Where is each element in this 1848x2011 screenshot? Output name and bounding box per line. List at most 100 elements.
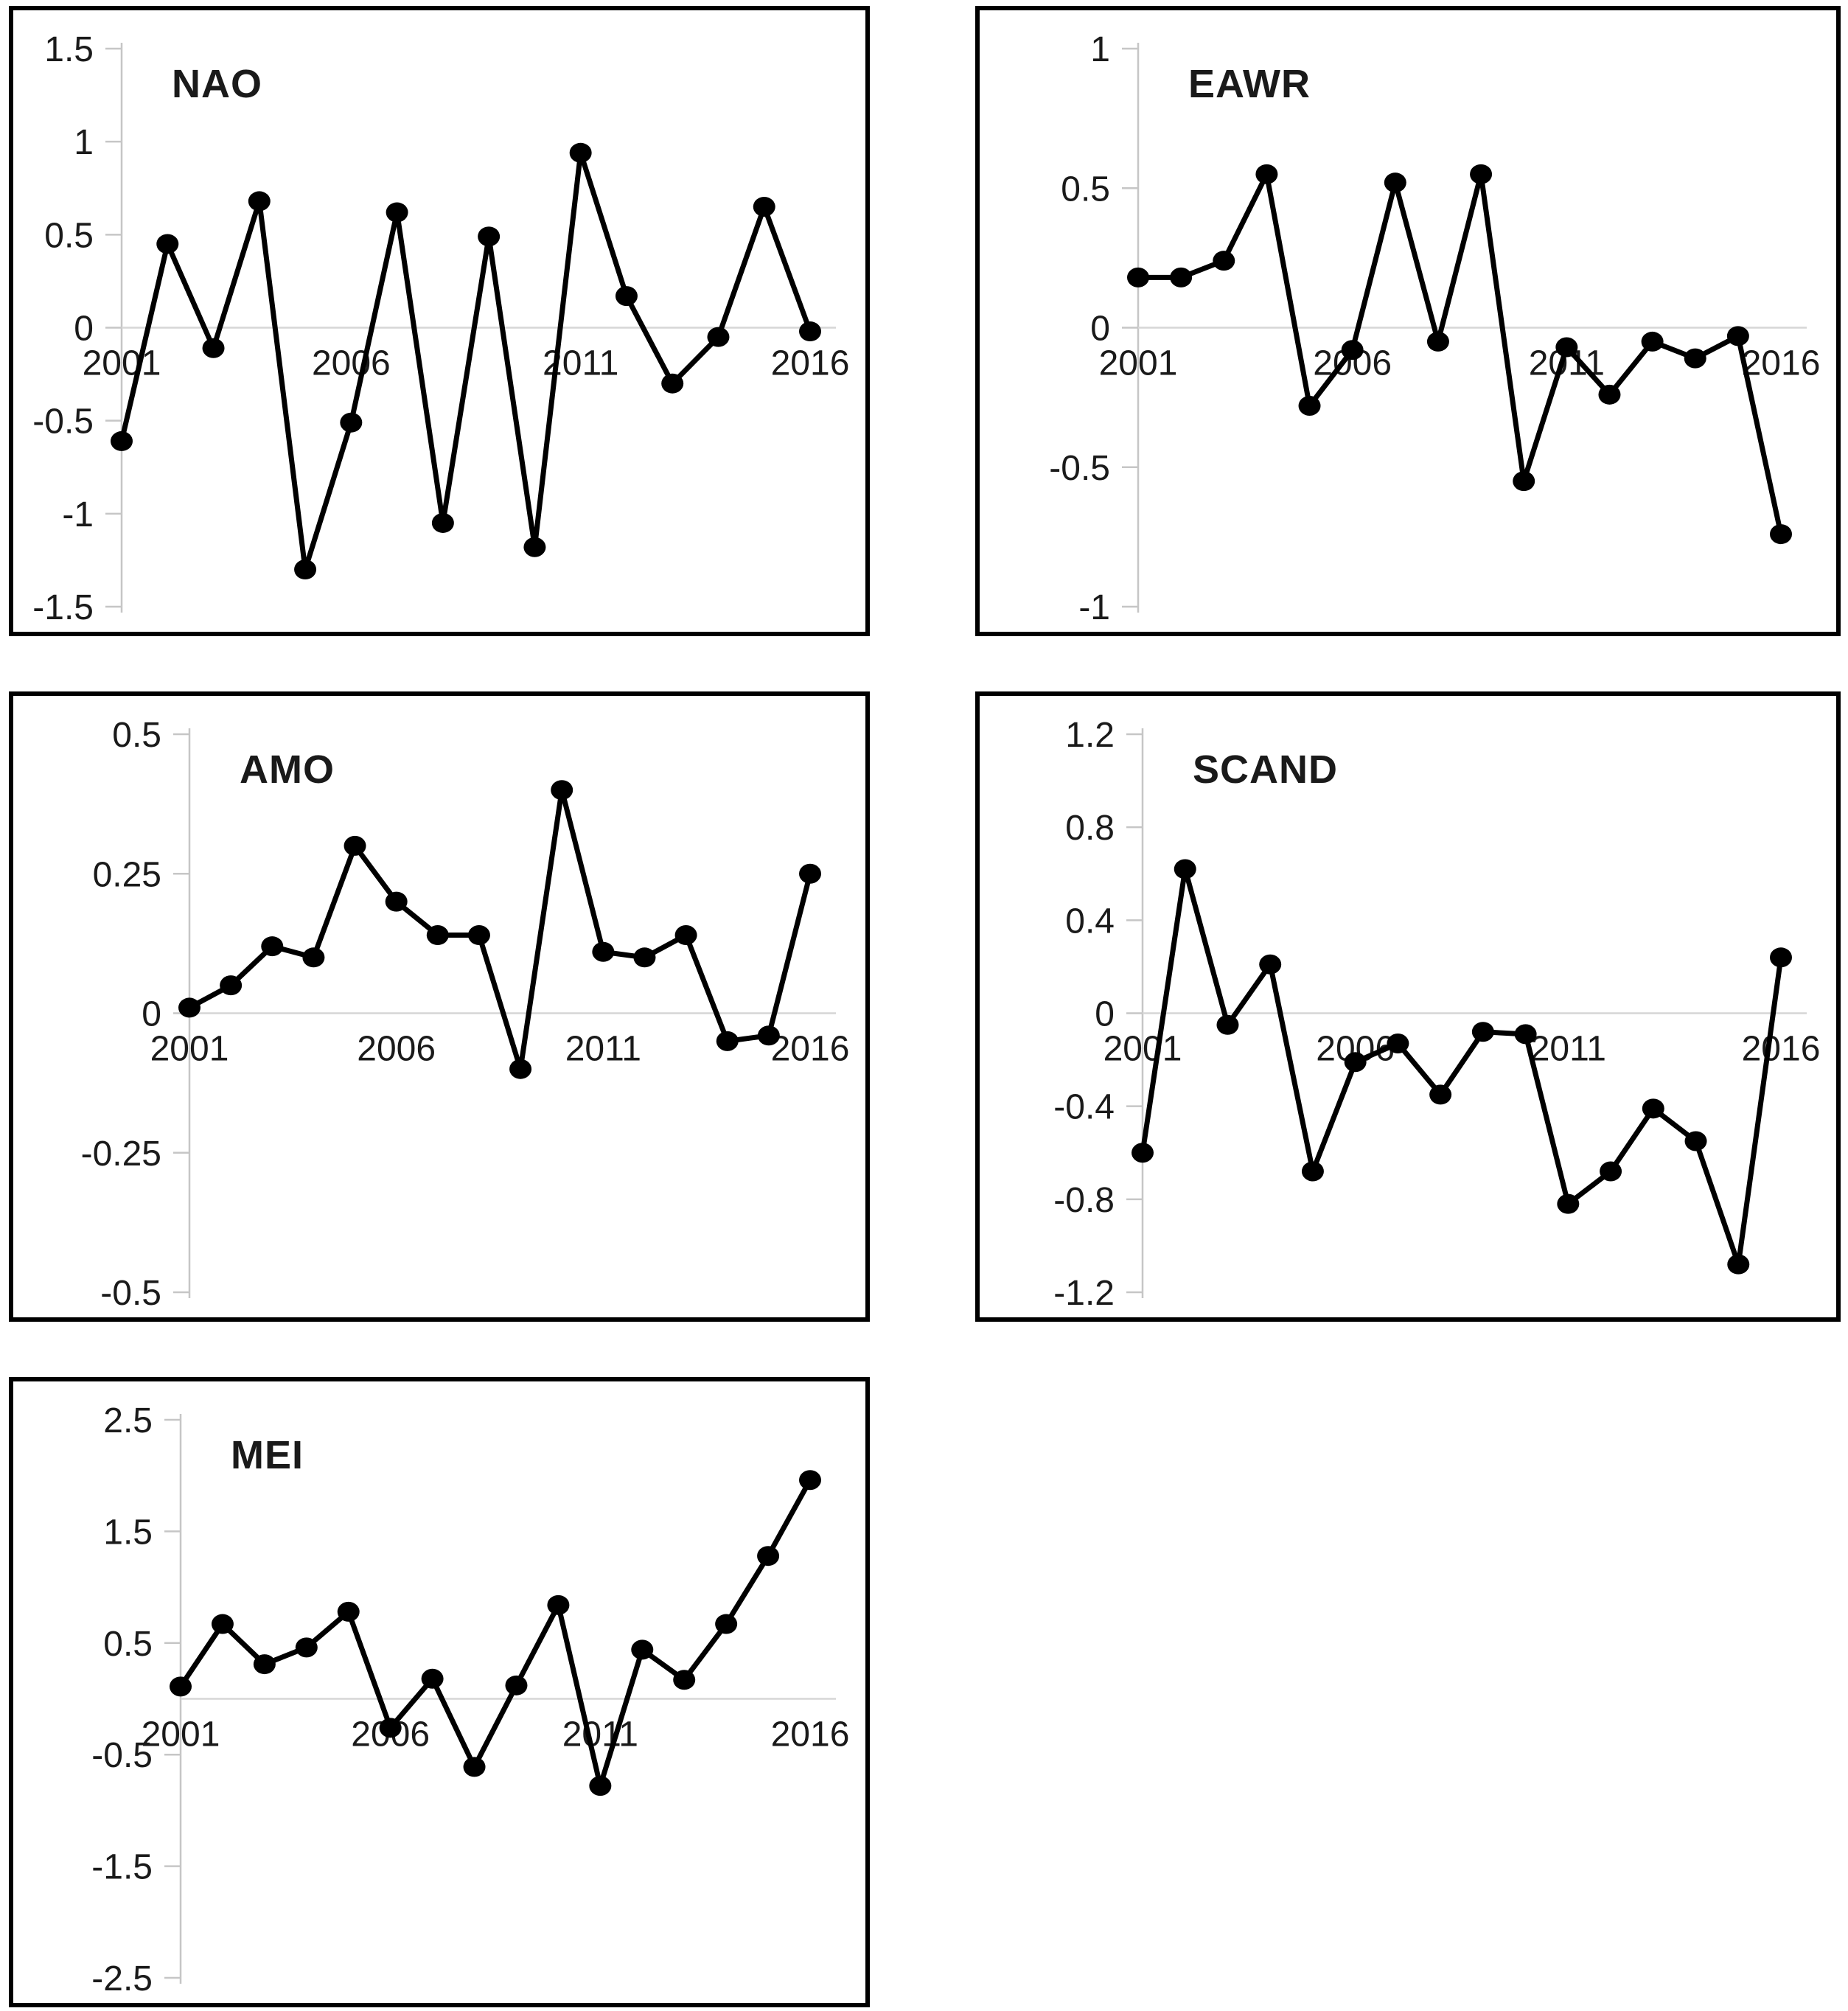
data-point-marker — [757, 1546, 780, 1566]
data-point-marker — [1684, 348, 1706, 369]
data-point-marker — [337, 1601, 360, 1622]
data-point-marker — [1770, 524, 1792, 545]
data-point-marker — [467, 925, 490, 946]
chart-title: NAO — [172, 62, 262, 106]
data-point-marker — [1216, 1014, 1239, 1035]
y-axis-tick-label: 0.25 — [93, 855, 161, 894]
data-point-marker — [1132, 1143, 1154, 1163]
data-point-marker — [569, 142, 592, 163]
x-axis-year-label: 2001 — [83, 344, 161, 383]
y-axis-tick-label: -0.8 — [1053, 1181, 1115, 1220]
data-point-marker — [1471, 1022, 1494, 1042]
y-axis-tick-label: -0.4 — [1053, 1088, 1115, 1127]
data-point-marker — [478, 226, 501, 247]
y-axis-tick-label: 1 — [74, 123, 94, 162]
mei-line-chart: 2.51.50.5-0.5-1.5-2.52001200620112016MEI — [91, 1401, 850, 1998]
x-axis-year-label: 2001 — [150, 1030, 229, 1069]
data-point-marker — [661, 373, 684, 394]
data-point-marker — [1642, 1098, 1664, 1119]
data-point-marker — [1429, 1084, 1452, 1105]
data-point-marker — [1213, 251, 1235, 271]
data-point-marker — [799, 321, 821, 342]
data-point-marker — [1513, 471, 1535, 492]
mei-chart-panel: 2.51.50.5-0.5-1.5-2.52001200620112016MEI — [9, 1377, 870, 2007]
data-point-marker — [547, 1594, 570, 1615]
data-point-marker — [253, 1654, 276, 1675]
data-point-marker — [1387, 1034, 1409, 1054]
data-point-marker — [111, 431, 133, 451]
data-point-marker — [1727, 1254, 1750, 1275]
data-point-marker — [1470, 164, 1493, 184]
eawr-chart-panel: 1 0.5 0 -0.5 -1 2001 2006 2011 2016 EAWR — [975, 6, 1841, 636]
data-point-marker — [1514, 1024, 1537, 1045]
data-point-marker — [1557, 1193, 1580, 1214]
data-point-marker — [1726, 326, 1749, 346]
data-point-marker — [211, 1614, 234, 1634]
data-point-marker — [1255, 164, 1278, 184]
data-point-marker — [757, 1025, 780, 1046]
y-axis-tick-label: -0.25 — [81, 1135, 161, 1174]
data-point-marker — [1170, 267, 1193, 287]
data-point-marker — [1684, 1131, 1707, 1151]
data-point-marker — [615, 286, 638, 307]
y-axis-tick-label: 0 — [1090, 310, 1110, 349]
y-axis-tick-label: 0.8 — [1065, 809, 1115, 848]
x-axis-year-label: 2006 — [312, 344, 391, 383]
data-point-marker — [1174, 859, 1196, 879]
data-point-marker — [220, 975, 243, 996]
x-axis-year-label: 2016 — [771, 1030, 850, 1069]
y-axis-tick-label: 2.5 — [103, 1401, 153, 1440]
x-axis-year-label: 2006 — [357, 1030, 436, 1069]
amo-line-chart: 0.5 0.25 0 -0.25 -0.5 2001 2006 2011 2016 AMO — [81, 716, 850, 1313]
data-point-marker — [463, 1757, 486, 1777]
data-point-marker — [674, 925, 697, 946]
series-line — [1140, 866, 1784, 1267]
data-point-marker — [551, 780, 573, 801]
x-axis-year-label: 2016 — [771, 1715, 850, 1754]
y-axis-tick-label: 0 — [1095, 995, 1115, 1034]
series-line — [119, 150, 813, 573]
data-point-marker — [753, 196, 775, 217]
y-axis-tick-label: -0.5 — [1049, 449, 1110, 488]
data-point-marker — [716, 1031, 739, 1051]
data-point-marker — [340, 412, 363, 433]
nao-chart-panel: 1.5 1 0.5 0 -0.5 -1 -1.5 2001 2006 2011 2016 NAO — [9, 6, 870, 636]
y-axis-tick-label: 1.5 — [44, 30, 94, 69]
y-axis-tick-label: -0.5 — [32, 402, 94, 442]
data-point-marker — [1344, 1052, 1367, 1073]
data-point-marker — [385, 891, 408, 912]
series-line — [1135, 171, 1784, 537]
y-axis-tick-label: 0.5 — [1061, 170, 1110, 209]
data-point-marker — [509, 1059, 532, 1079]
data-point-marker — [673, 1670, 696, 1690]
data-point-marker — [431, 512, 454, 533]
data-point-marker — [799, 863, 821, 884]
y-axis-tick-label: -2.5 — [91, 1959, 153, 1998]
data-point-marker — [1600, 1161, 1622, 1182]
data-point-marker — [1384, 172, 1406, 193]
y-axis-tick-label: -1.5 — [91, 1848, 153, 1887]
data-point-marker — [1127, 267, 1149, 287]
x-axis-year-label: 2001 — [1103, 1030, 1182, 1069]
y-axis-tick-label: 0 — [74, 310, 94, 349]
data-point-marker — [248, 191, 271, 212]
y-axis-tick-label: -1 — [62, 495, 94, 534]
data-point-marker — [344, 835, 366, 856]
x-axis-year-label: 2016 — [771, 344, 850, 383]
y-axis-tick-label: 1 — [1090, 30, 1110, 69]
data-point-marker — [379, 1718, 402, 1738]
chart-title: EAWR — [1188, 62, 1311, 106]
data-point-marker — [1301, 1161, 1324, 1182]
y-axis-tick-label: 0 — [142, 995, 161, 1034]
series-line — [178, 1477, 813, 1789]
data-point-marker — [1641, 331, 1664, 352]
x-axis-year-label: 2011 — [562, 1715, 638, 1754]
data-point-marker — [592, 941, 615, 962]
x-axis-year-label: 2011 — [565, 1030, 641, 1069]
data-point-marker — [589, 1776, 612, 1796]
series-line — [186, 787, 813, 1072]
y-axis-tick-label: -0.5 — [100, 1274, 161, 1313]
